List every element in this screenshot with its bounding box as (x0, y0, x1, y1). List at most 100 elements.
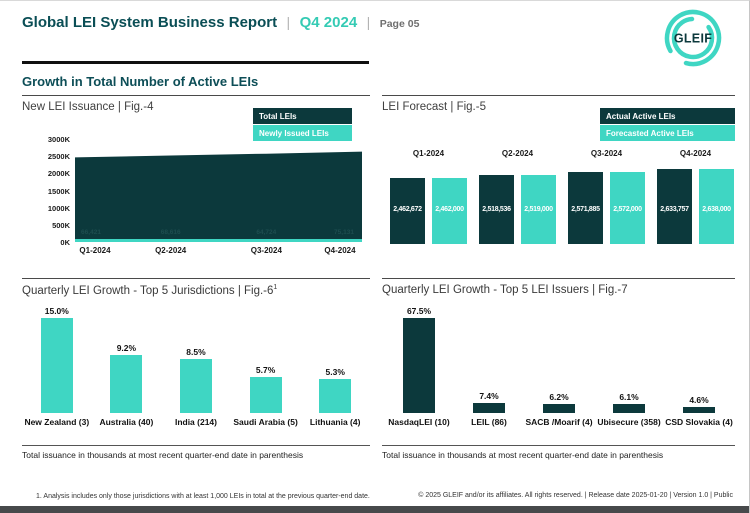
category-label: Australia (40) (99, 417, 154, 427)
bar-value-label: 4.6% (689, 394, 709, 405)
bar-actual (390, 177, 425, 244)
copyright: © 2025 GLEIF and/or its affiliates. All … (418, 492, 733, 499)
category-label: India (214) (174, 417, 217, 427)
y-axis-fig4: 3000K 2500K 2000K 1500K 1000K 500K 0K (22, 135, 70, 247)
y-axis-tick: 3000K (47, 135, 70, 144)
newly-issued-label: 68,616 (161, 229, 181, 236)
y-axis-tick: 2500K (47, 152, 70, 162)
bar-value-label: 5.3% (325, 367, 345, 378)
x-axis-label: Q1-2024 (79, 246, 111, 255)
bar (403, 318, 435, 413)
divider (22, 445, 370, 446)
x-axis-label: Q4-2024 (324, 246, 356, 255)
y-axis-tick: 2000K (47, 169, 70, 179)
bar (180, 359, 212, 413)
report-title: Global LEI System Business Report (22, 14, 278, 31)
legend-item-forecasted-active-leis: Forecasted Active LEIs (600, 125, 735, 141)
bar (613, 404, 645, 413)
footnote: 1. Analysis includes only those jurisdic… (36, 493, 370, 500)
x-axis-label: Q3-2024 (250, 246, 282, 255)
bar-value-label: 2,462,000 (435, 206, 464, 213)
category-label: Ubisecure (358) (597, 417, 661, 427)
chart-note-fig6: Total issuance in thousands at most rece… (22, 450, 304, 460)
y-axis-tick: 0K (60, 238, 70, 247)
bar-chart-fig7: 67.5% 7.4% 6.2% 6.1% 4.6% (384, 306, 734, 413)
bar (683, 406, 715, 413)
chart-title-fig6-text: Quarterly LEI Growth - Top 5 Jurisdictio… (22, 284, 274, 297)
quarter-label: Q2-2024 (501, 149, 534, 158)
bar-value-label: 5.7% (255, 364, 276, 375)
chart-title-fig6: Quarterly LEI Growth - Top 5 Jurisdictio… (22, 284, 277, 297)
bar-actual (657, 169, 692, 244)
divider (382, 278, 735, 279)
bar-actual (568, 172, 603, 244)
x-axis-fig7: NasdaqLEI (10) LEIL (86) SACB /Moarif (4) U… (384, 417, 734, 429)
legend-fig4: Total LEIs Newly Issued LEIs (253, 108, 352, 141)
total-leis-area (75, 151, 362, 242)
bar-value-label: 2,519,000 (524, 206, 553, 213)
bar-value-label: 2,462,672 (393, 206, 422, 213)
legend-item-newly-issued-leis: Newly Issued LEIs (253, 125, 352, 141)
quarter-label: Q1-2024 (412, 149, 445, 158)
category-label: New Zealand (3) (24, 417, 90, 427)
header-separator: | (286, 14, 291, 30)
page-number: Page 05 (379, 18, 420, 30)
category-label: NasdaqLEI (10) (388, 417, 450, 427)
bar-value-label: 2,638,000 (702, 206, 731, 213)
y-axis-tick: 500K (52, 220, 70, 230)
chart-title-fig4: New LEI Issuance | Fig.-4 (22, 101, 154, 113)
divider (382, 95, 735, 96)
area-chart-fig4: 66,421 68,616 64,724 75,131 (75, 139, 362, 242)
divider (22, 95, 370, 96)
x-axis-label: Q2-2024 (155, 246, 187, 255)
category-label: Saudi Arabia (5) (233, 417, 298, 427)
report-header: Global LEI System Business Report | Q4 2… (22, 14, 419, 32)
divider (22, 278, 370, 279)
bar-value-label: 7.4% (479, 390, 499, 401)
newly-issued-label: 66,421 (81, 229, 101, 236)
gleif-logo-icon: GLEIF (664, 9, 722, 67)
bar-value-label: 2,572,000 (613, 206, 642, 213)
bar-forecasted (432, 177, 467, 244)
bar (543, 404, 575, 413)
bar-forecasted (699, 169, 734, 244)
bar (473, 402, 505, 413)
bar-actual (479, 174, 514, 244)
bar-value-label: 67.5% (406, 306, 432, 316)
bar-value-label: 2,633,757 (660, 206, 689, 213)
chart-title-fig5: LEI Forecast | Fig.-5 (382, 101, 486, 113)
bar (40, 318, 73, 413)
bar-value-label: 2,518,536 (482, 206, 511, 213)
bar-value-label: 15.0% (44, 306, 69, 316)
category-label: Lithuania (4) (309, 417, 361, 427)
bar-forecasted (610, 172, 645, 244)
newly-issued-label: 75,131 (334, 229, 354, 236)
bar (249, 376, 282, 413)
y-axis-tick: 1000K (47, 203, 70, 213)
bar (319, 379, 352, 413)
footnote-marker: 1 (273, 284, 278, 291)
bar-value-label: 2,571,885 (571, 206, 600, 213)
x-axis-fig6: New Zealand (3) Australia (40) India (214)… (22, 417, 370, 429)
bar-value-label: 6.1% (619, 392, 639, 403)
bar-value-label: 9.2% (116, 342, 137, 353)
report-period: Q4 2024 (299, 14, 358, 31)
bar-forecasted (521, 174, 556, 244)
area-chart-canvas: 66,421 68,616 64,724 75,131 (75, 151, 362, 242)
bar-chart-fig6: 15.0% 9.2% 8.5% 5.7% 5.3% (22, 306, 370, 413)
category-label: CSD Slovakia (4) (665, 417, 733, 427)
category-label: LEIL (86) (471, 417, 507, 427)
bar (110, 354, 143, 413)
page-footer-bar (0, 506, 749, 513)
header-separator: | (366, 14, 371, 30)
section-heading: Growth in Total Number of Active LEIs (22, 74, 259, 89)
category-label: SACB /Moarif (4) (525, 417, 593, 427)
legend-fig5: Actual Active LEIs Forecasted Active LEI… (600, 108, 735, 141)
quarter-label: Q3-2024 (590, 149, 623, 158)
newly-issued-leis-area (75, 239, 362, 242)
header-divider (22, 61, 369, 64)
bar-chart-fig5: Q1-2024 2,462,672 2,462,000 Q2-2024 2,518,53… (386, 134, 738, 244)
bar-value-label: 8.5% (186, 347, 206, 358)
y-axis-tick: 1500K (47, 186, 70, 196)
chart-title-fig7: Quarterly LEI Growth - Top 5 LEI Issuers… (382, 284, 628, 296)
